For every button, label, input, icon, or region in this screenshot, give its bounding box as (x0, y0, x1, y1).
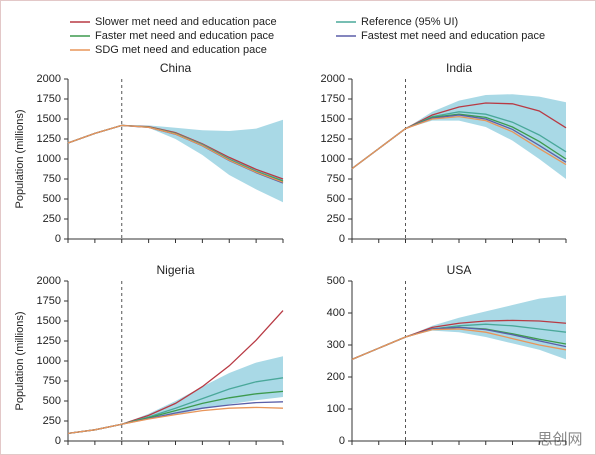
y-tick-label: 0 (55, 233, 61, 245)
legend-label: Reference (95% UI) (361, 16, 458, 28)
y-tick-label: 1250 (37, 133, 61, 145)
y-tick-label: 1000 (37, 355, 61, 367)
y-tick-label: 500 (327, 275, 345, 287)
uncertainty-band (68, 119, 283, 203)
y-tick-label: 500 (43, 193, 61, 205)
y-tick-label: 200 (327, 371, 345, 383)
y-tick-label: 1500 (37, 113, 61, 125)
watermark: 思创网 (537, 431, 582, 448)
y-tick-label: 0 (55, 435, 61, 447)
series-line (67, 124, 284, 183)
panel-title: USA (447, 263, 472, 277)
y-tick-label: 0 (339, 233, 345, 245)
uncertainty-band (68, 356, 283, 434)
y-tick-label: 1750 (37, 93, 61, 105)
y-tick-label: 750 (327, 173, 345, 185)
y-tick-label: 1000 (321, 153, 345, 165)
y-axis-label: Population (millions) (14, 311, 26, 410)
panel-title: China (160, 61, 192, 75)
y-tick-label: 300 (327, 339, 345, 351)
legend-label: SDG met need and education pace (95, 44, 267, 56)
y-tick-label: 500 (327, 193, 345, 205)
y-tick-label: 1000 (37, 153, 61, 165)
y-tick-label: 400 (327, 307, 345, 319)
y-tick-label: 1750 (321, 93, 345, 105)
y-tick-label: 2000 (37, 73, 61, 85)
uncertainty-band (352, 94, 566, 179)
y-tick-label: 750 (43, 375, 61, 387)
y-tick-label: 250 (43, 415, 61, 427)
series-line (67, 406, 284, 435)
y-axis-label: Population (millions) (14, 109, 26, 208)
y-tick-label: 100 (327, 403, 345, 415)
series-line (351, 328, 567, 360)
y-tick-label: 1750 (37, 295, 61, 307)
panel-title: Nigeria (156, 263, 194, 277)
y-tick-label: 750 (43, 173, 61, 185)
legend-label: Fastest met need and education pace (361, 30, 545, 42)
y-tick-label: 250 (43, 213, 61, 225)
y-tick-label: 2000 (321, 73, 345, 85)
y-tick-label: 0 (339, 435, 345, 447)
y-tick-label: 1500 (37, 315, 61, 327)
y-tick-label: 2000 (37, 275, 61, 287)
legend-label: Slower met need and education pace (95, 16, 277, 28)
y-tick-label: 500 (43, 395, 61, 407)
y-tick-label: 250 (327, 213, 345, 225)
legend-label: Faster met need and education pace (95, 30, 274, 42)
series-line (351, 115, 567, 170)
panel-title: India (446, 61, 472, 75)
y-tick-label: 1500 (321, 113, 345, 125)
y-tick-label: 1250 (37, 335, 61, 347)
y-tick-label: 1250 (321, 133, 345, 145)
